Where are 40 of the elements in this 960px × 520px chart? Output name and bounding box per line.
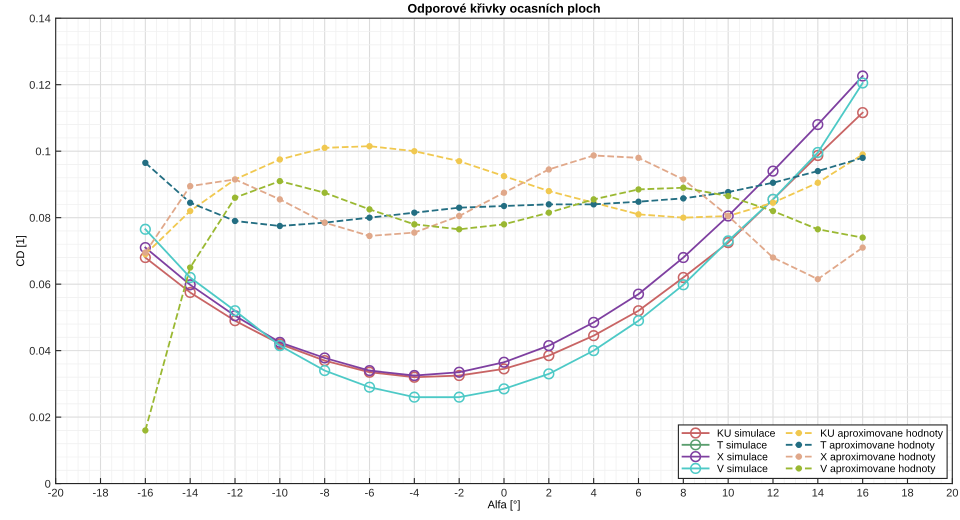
x-tick-label: 18: [902, 488, 914, 497]
legend-label: X aproximovane hodnoty: [820, 452, 936, 462]
x-tick-label: -2: [454, 488, 464, 497]
legend-label: X simulace: [717, 452, 768, 460]
x-tick-label: 14: [812, 488, 824, 497]
x-tick-label: 4: [590, 488, 596, 497]
y-tick-label: 0.08: [30, 214, 50, 222]
x-tick-label: 6: [636, 488, 642, 497]
chart-title: Odporové křivky ocasních ploch: [408, 3, 600, 16]
x-tick-label: -4: [410, 488, 419, 497]
y-tick-label: 0.12: [30, 80, 50, 89]
y-tick-label: 0: [45, 480, 50, 488]
x-tick-label: 10: [722, 488, 734, 497]
x-tick-label: -16: [138, 488, 153, 497]
x-tick-label: 20: [946, 488, 958, 497]
x-tick-label: 12: [768, 488, 779, 497]
legend-label: V simulace: [716, 464, 768, 472]
x-tick-label: 2: [546, 488, 552, 497]
x-tick-label: -20: [48, 488, 64, 497]
y-tick-label: 0.06: [30, 280, 50, 288]
x-tick-label: -18: [92, 488, 108, 497]
legend-label: KU simulace: [718, 429, 775, 437]
y-axis-title: CD [1]: [16, 236, 26, 266]
legend-label: V aproximovane hodnoty: [820, 464, 936, 474]
y-tick-label: 0.14: [30, 14, 50, 22]
y-tick-label: 0.1: [36, 147, 50, 156]
x-tick-label: -12: [227, 488, 242, 497]
legend-label: KU aproximovane hodnoty: [821, 429, 943, 439]
y-tick-label: 0.02: [30, 413, 50, 422]
x-axis-title: Alfa [°]: [488, 500, 520, 511]
y-tick-label: 0.04: [30, 346, 50, 355]
x-tick-label: 16: [857, 488, 868, 497]
x-tick-label: -6: [365, 488, 374, 497]
x-tick-label: 8: [680, 488, 686, 497]
x-tick-label: -8: [320, 488, 330, 497]
x-tick-label: -10: [272, 488, 288, 497]
x-tick-label: -14: [182, 488, 198, 497]
x-tick-label: 0: [501, 488, 507, 497]
legend-label: T aproximovane hodnoty: [820, 440, 935, 451]
legend-label: T simulace: [717, 440, 767, 449]
